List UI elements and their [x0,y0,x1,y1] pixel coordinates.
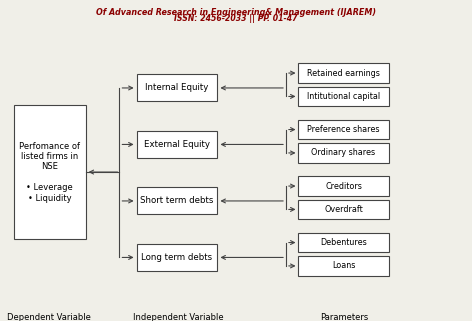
Bar [298,233,388,252]
Text: Perfomance of
listed firms in
NSE

• Leverage
• Liquidity: Perfomance of listed firms in NSE • Leve… [19,142,80,203]
Text: External Equity: External Equity [144,140,210,149]
Bar [298,143,388,162]
Text: Internal Equity: Internal Equity [145,83,209,92]
Bar [14,105,86,239]
Bar [298,64,388,83]
Text: Preference shares: Preference shares [307,125,380,134]
Bar [298,200,388,219]
Text: Long term debts: Long term debts [142,253,212,262]
Bar [136,131,218,158]
Text: Creditors: Creditors [325,182,362,191]
Text: Ordinary shares: Ordinary shares [312,148,376,157]
Text: Debentures: Debentures [320,238,367,247]
Bar [298,177,388,196]
Text: Retained earnings: Retained earnings [307,69,380,78]
Text: Parameters: Parameters [320,313,369,321]
Text: Loans: Loans [332,261,355,270]
Bar [136,187,218,214]
Bar [298,87,388,106]
Text: ISSN: 2456-2033 || PP. 01-47: ISSN: 2456-2033 || PP. 01-47 [174,14,298,23]
Bar [298,120,388,139]
Text: Overdraft: Overdraft [324,205,363,214]
Bar [298,256,388,275]
Text: Short term debts: Short term debts [140,196,214,205]
Text: Of Advanced Research in Engineering& Management (IJAREM): Of Advanced Research in Engineering& Man… [96,8,376,17]
Text: Intitutional capital: Intitutional capital [307,92,380,101]
Bar [136,244,218,271]
Bar [136,74,218,101]
Text: Dependent Variable: Dependent Variable [7,313,91,321]
Text: Independent Variable: Independent Variable [133,313,224,321]
